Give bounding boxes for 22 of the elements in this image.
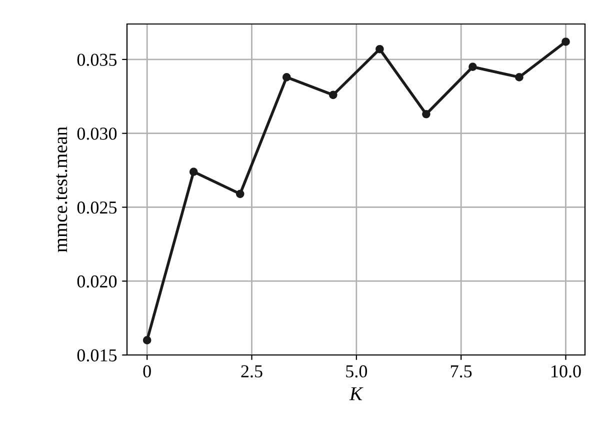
point	[562, 38, 570, 46]
y-tick-label: 0.015	[77, 349, 117, 362]
point	[376, 44, 384, 54]
point	[468, 62, 477, 72]
x-axis-title: K	[349, 387, 364, 400]
x-tick-label: 7.5	[450, 365, 472, 378]
point	[282, 73, 291, 82]
y-axis-title: mmce.test.mean	[56, 126, 68, 252]
point	[189, 168, 198, 176]
point	[328, 90, 338, 100]
x-tick-label: 5.0	[346, 365, 368, 378]
x-tick-label: 10.0	[552, 365, 581, 378]
point	[142, 336, 152, 344]
y-tick-label: 0.030	[77, 128, 117, 140]
point	[515, 73, 524, 82]
x-tick-label: 2.5	[241, 365, 262, 378]
point	[236, 190, 244, 198]
y-tick-label: 0.035	[77, 54, 117, 66]
point	[422, 110, 430, 118]
x-tick-label: 0	[143, 365, 151, 378]
y-tick-label: 0.020	[77, 275, 117, 288]
y-tick-label: 0.025	[77, 201, 117, 214]
